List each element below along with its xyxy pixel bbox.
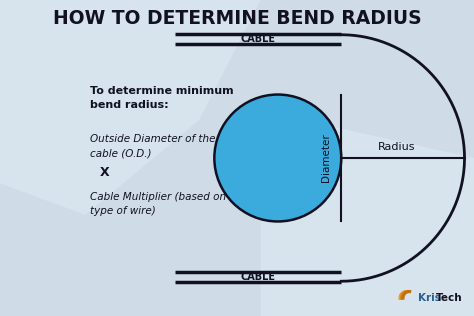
Text: To determine minimum
bend radius:: To determine minimum bend radius:	[90, 86, 234, 110]
Polygon shape	[0, 0, 261, 215]
Text: CABLE: CABLE	[241, 34, 276, 44]
Text: HOW TO DETERMINE BEND RADIUS: HOW TO DETERMINE BEND RADIUS	[53, 9, 421, 27]
Text: Cable Multiplier (based on
type of wire): Cable Multiplier (based on type of wire)	[90, 192, 226, 216]
Text: X: X	[100, 167, 109, 179]
Text: Radius: Radius	[378, 142, 416, 152]
Text: Outside Diameter of the
cable (O.D.): Outside Diameter of the cable (O.D.)	[90, 134, 216, 158]
Text: Tech: Tech	[436, 293, 463, 303]
Text: CABLE: CABLE	[241, 272, 276, 282]
Circle shape	[214, 94, 341, 222]
Polygon shape	[261, 126, 474, 316]
Text: Diameter: Diameter	[321, 134, 331, 182]
Text: Kris: Kris	[418, 293, 441, 303]
